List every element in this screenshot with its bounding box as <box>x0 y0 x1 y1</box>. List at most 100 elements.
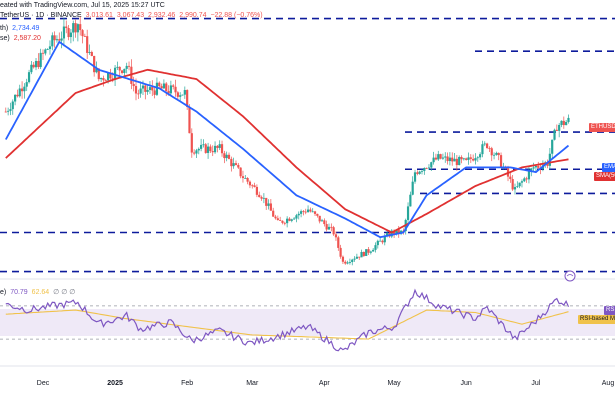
candle-body <box>465 158 468 160</box>
candle-body <box>269 203 272 211</box>
candle-body <box>474 158 477 161</box>
candle-body <box>13 94 17 102</box>
candle-body <box>418 171 421 174</box>
candle-body <box>46 49 49 50</box>
header-low: 2,932.46 <box>148 12 176 19</box>
candle-body <box>190 133 193 153</box>
ema20-line <box>5 40 570 239</box>
eye-icon[interactable] <box>564 270 576 282</box>
candle-body <box>523 178 526 182</box>
candle-body <box>472 158 475 161</box>
candle-body <box>116 66 119 68</box>
candle-body <box>560 120 563 125</box>
candle-body <box>558 124 561 131</box>
candle-body <box>174 86 177 93</box>
x-tick-label: Jul <box>531 380 541 387</box>
candle-body <box>223 153 226 159</box>
candle-body <box>34 60 38 68</box>
candle-body <box>139 88 142 94</box>
candle-body <box>434 157 438 160</box>
candle-body <box>11 101 14 110</box>
candle-body <box>51 35 54 47</box>
candle-body <box>53 35 56 41</box>
candle-body <box>251 185 254 187</box>
header-change: −22.88 (−0.76%) <box>210 12 263 19</box>
candle-body <box>397 229 400 234</box>
candle-body <box>392 230 396 235</box>
candle-body <box>516 186 519 188</box>
candle-body <box>383 236 386 243</box>
candle-body <box>479 154 482 158</box>
candle-body <box>81 30 84 37</box>
candle-body <box>411 181 414 195</box>
candle-body <box>102 78 105 81</box>
candle-body <box>169 85 172 94</box>
candle-body <box>93 55 96 73</box>
candle-body <box>60 38 63 41</box>
candle-body <box>513 187 517 190</box>
candle-body <box>451 157 454 162</box>
price-tag: ETHUSD <box>589 123 615 132</box>
candle-body <box>330 226 333 228</box>
chart-header-line-4: se) 2,587.20 <box>0 35 43 43</box>
candle-body <box>241 176 245 179</box>
candle-body <box>293 218 296 220</box>
candle-body <box>127 65 131 67</box>
candle-body <box>499 155 503 167</box>
candle-body <box>325 224 328 230</box>
candle-body <box>425 167 428 169</box>
candle-body <box>302 211 305 212</box>
candle-body <box>90 52 93 56</box>
candle-body <box>567 117 570 122</box>
candle-body <box>458 156 461 166</box>
candle-body <box>534 166 538 168</box>
candle-body <box>72 23 75 33</box>
chart-header-line-3: th) 2,734.49 <box>0 25 41 33</box>
candle-body <box>337 237 340 248</box>
candle-body <box>113 67 117 79</box>
candle-body <box>416 172 419 174</box>
candle-body <box>272 210 275 217</box>
candle-body <box>455 158 458 166</box>
header-close: 2,990.74 <box>179 12 207 19</box>
candle-body <box>390 230 393 237</box>
candle-body <box>225 154 228 159</box>
x-tick-label: Aug <box>601 380 615 387</box>
candle-body <box>353 258 356 260</box>
candle-body <box>37 60 40 68</box>
candle-body <box>62 26 66 39</box>
candle-body <box>209 146 212 152</box>
candle-body <box>413 172 417 182</box>
candle-body <box>311 211 314 213</box>
candle-body <box>16 94 19 97</box>
rsi-line <box>5 288 570 352</box>
candle-body <box>316 213 319 216</box>
candle-body <box>118 66 121 71</box>
candle-body <box>148 87 152 90</box>
header-ema-label: th) <box>0 25 9 32</box>
candle-body <box>206 146 210 153</box>
candle-body <box>44 49 47 54</box>
candle-body <box>23 86 26 92</box>
candle-body <box>518 182 521 187</box>
candle-body <box>9 109 12 111</box>
candle-body <box>39 52 42 68</box>
candle-body <box>195 150 198 154</box>
rsi-ma-line <box>5 309 569 340</box>
candle-body <box>525 178 528 180</box>
candle-body <box>279 220 282 221</box>
x-tick-label: Jun <box>460 380 472 387</box>
rsi-ma-tag: RSI-based M <box>578 315 615 324</box>
candle-body <box>318 215 321 222</box>
candle-body <box>204 144 207 153</box>
candle-body <box>509 176 512 180</box>
candle-body <box>258 194 261 198</box>
candle-body <box>95 68 98 73</box>
candle-body <box>344 261 347 264</box>
candle-body <box>386 233 389 237</box>
candle-body <box>290 219 293 221</box>
candle-body <box>262 197 265 199</box>
candle-body <box>237 164 240 168</box>
